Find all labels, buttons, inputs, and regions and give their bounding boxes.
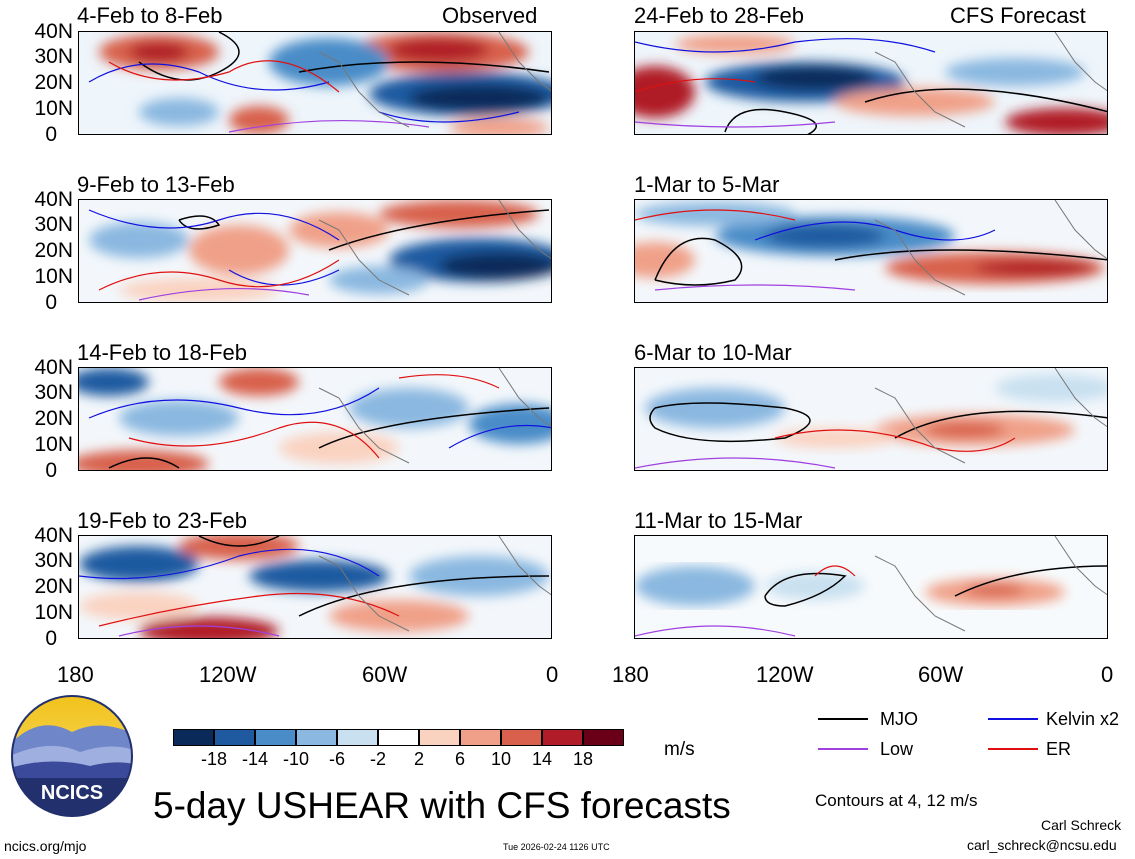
map-panel-l2 <box>78 199 552 303</box>
map-panel-l1 <box>78 31 552 135</box>
legend-er-line <box>988 748 1038 750</box>
footer-url[interactable]: ncics.org/mjo <box>4 838 87 854</box>
footer-author: Carl Schreck <box>1041 817 1122 833</box>
colorbar-swatch-7 <box>419 729 460 746</box>
y-tick-10n-l3: 10N <box>34 433 73 456</box>
panel-title-r3: 6-Mar to 10-Mar <box>634 340 792 365</box>
y-tick-10n-l4: 10N <box>34 601 73 624</box>
y-tick-20n-l1: 20N <box>34 71 73 94</box>
y-tick-30n-l1: 30N <box>34 45 73 68</box>
colorbar-tick: -6 <box>328 749 345 769</box>
y-tick-10n-l2: 10N <box>34 265 73 288</box>
x-tick-60w-right: 60W <box>918 662 964 687</box>
y-tick-40n-l3: 40N <box>34 356 73 379</box>
y-tick-0-l2: 0 <box>45 291 57 314</box>
map-panel-r1 <box>634 31 1108 135</box>
contours-note: Contours at 4, 12 m/s <box>815 791 978 810</box>
y-tick-20n-l4: 20N <box>34 575 73 598</box>
panel-title-l2: 9-Feb to 13-Feb <box>77 172 235 197</box>
y-tick-30n-l4: 30N <box>34 549 73 572</box>
y-tick-40n-l4: 40N <box>34 524 73 547</box>
colorbar-tick: -18 <box>200 749 227 769</box>
panel-title-r2: 1-Mar to 5-Mar <box>634 172 780 197</box>
legend-kelvin-line <box>988 718 1038 720</box>
panel-title-r1: 24-Feb to 28-Feb <box>634 3 804 28</box>
cfs-forecast-label: CFS Forecast <box>950 3 1086 28</box>
logo-text: NCICS <box>41 782 103 804</box>
panel-title-l4: 19-Feb to 23-Feb <box>77 508 247 533</box>
x-tick-180-right: 180 <box>612 662 649 687</box>
colorbar-swatch-11 <box>583 729 624 746</box>
colorbar-swatch-10 <box>542 729 583 746</box>
colorbar-swatch-5 <box>337 729 378 746</box>
legend-mjo-line <box>818 718 868 720</box>
x-tick-60w-left: 60W <box>362 662 408 687</box>
x-tick-0-right: 0 <box>1101 662 1114 687</box>
y-tick-20n-l3: 20N <box>34 407 73 430</box>
panel-title-l3: 14-Feb to 18-Feb <box>77 340 247 365</box>
footer-email[interactable]: carl_schreck@ncsu.edu <box>967 837 1117 853</box>
x-tick-0-left: 0 <box>546 662 559 687</box>
y-tick-10n-l1: 10N <box>34 97 73 120</box>
colorbar-swatch-4 <box>296 729 337 746</box>
legend-kelvin-label: Kelvin x2 <box>1046 709 1120 729</box>
legend-er-label: ER <box>1046 739 1072 759</box>
footer-timestamp: Tue 2026-02-24 1126 UTC <box>503 842 610 852</box>
legend-low-line <box>818 748 868 750</box>
figure-title: 5-day USHEAR with CFS forecasts <box>153 785 731 826</box>
x-tick-120w-left: 120W <box>199 662 257 687</box>
y-tick-0-l1: 0 <box>45 123 57 146</box>
colorbar-tick: 14 <box>531 749 553 769</box>
legend-mjo-label: MJO <box>880 709 918 729</box>
y-tick-0-l3: 0 <box>45 459 57 482</box>
colorbar-tick: 6 <box>454 749 465 769</box>
colorbar-tick: 10 <box>490 749 512 769</box>
map-panel-r2 <box>634 199 1108 303</box>
colorbar-unit: m/s <box>664 739 695 760</box>
colorbar-swatch-3 <box>255 729 296 746</box>
observed-label: Observed <box>442 3 538 28</box>
panel-title-l1: 4-Feb to 8-Feb <box>77 3 223 28</box>
y-tick-20n-l2: 20N <box>34 239 73 262</box>
panel-title-r4: 11-Mar to 15-Mar <box>634 508 803 533</box>
colorbar-swatch-8 <box>460 729 501 746</box>
map-panel-r3 <box>634 367 1108 471</box>
y-tick-30n-l3: 30N <box>34 381 73 404</box>
map-panel-l4 <box>78 535 552 639</box>
legend-low-label: Low <box>880 739 914 759</box>
y-tick-0-l4: 0 <box>45 627 57 650</box>
y-tick-40n-l2: 40N <box>34 188 73 211</box>
x-tick-120w-right: 120W <box>756 662 814 687</box>
map-panel-l3 <box>78 367 552 471</box>
map-panel-r4 <box>634 535 1108 639</box>
x-tick-180-left: 180 <box>57 662 94 687</box>
colorbar-tick: -2 <box>369 749 386 769</box>
colorbar-tick: 18 <box>572 749 594 769</box>
colorbar-swatch-1 <box>173 729 214 746</box>
colorbar-tick: 2 <box>413 749 424 769</box>
ncics-logo: NCICS <box>10 694 134 818</box>
colorbar-tick: -10 <box>282 749 309 769</box>
colorbar-swatch-2 <box>214 729 255 746</box>
y-tick-40n-l1: 40N <box>34 20 73 43</box>
colorbar-swatch-6 <box>378 729 419 746</box>
colorbar-tick: -14 <box>241 749 268 769</box>
colorbar-swatch-9 <box>501 729 542 746</box>
y-tick-30n-l2: 30N <box>34 213 73 236</box>
